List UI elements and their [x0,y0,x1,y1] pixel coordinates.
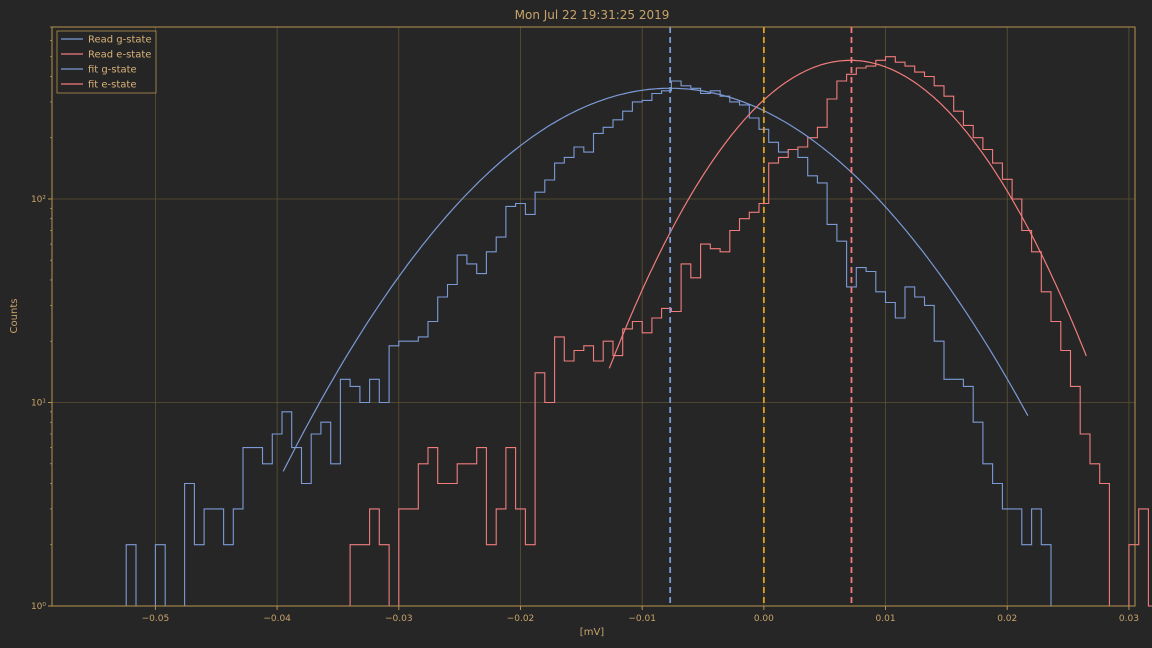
x-tick-label: −0.03 [385,614,413,624]
y-tick-label: 10¹ [31,398,46,408]
x-tick-label: 0.03 [1119,614,1139,624]
y-tick-label: 10⁰ [31,602,46,612]
plot-frame [51,26,1136,607]
y-tick-label: 10² [31,195,46,205]
x-tick-label: 0.02 [997,614,1017,624]
y-axis-label: Counts [9,299,20,334]
fit-curve-fit-g-state [282,87,1029,472]
legend-box [56,30,157,94]
x-tick-label: −0.01 [628,614,656,624]
x-tick-label: −0.04 [263,614,291,624]
x-axis-label: [mV] [580,627,604,638]
data-series [125,27,1152,607]
histogram-read-e-state [349,56,1152,607]
x-tick-label: −0.02 [507,614,535,624]
axes: −0.05 −0.04 −0.03 −0.02 −0.01 0.00 0.01 0.02 0.0… [31,26,1139,624]
x-tick-label: −0.05 [142,614,170,624]
fit-curve-fit-e-state [608,59,1087,369]
legend-label: fit e-state [88,80,137,91]
histogram-read-g-state [125,80,1061,607]
legend-label: Read e-state [88,50,151,61]
legend-label: fit g-state [88,65,137,76]
chart-title: Mon Jul 22 19:31:25 2019 [515,8,670,22]
legend-label: Read g-state [88,35,152,46]
x-tick-label: 0.00 [754,614,774,624]
legend: Read g-state Read e-state fit g-state fit e… [56,30,157,94]
x-tick-label: 0.01 [876,614,896,624]
